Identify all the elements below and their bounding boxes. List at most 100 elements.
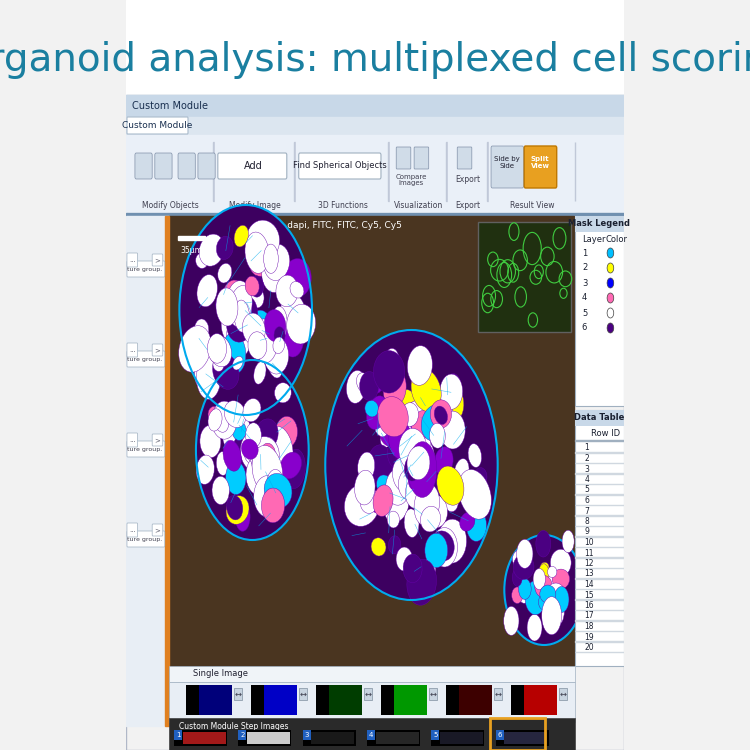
Bar	[303, 730, 310, 740]
Ellipse shape	[384, 490, 409, 523]
Text: 13: 13	[584, 569, 594, 578]
Ellipse shape	[227, 298, 256, 339]
Ellipse shape	[280, 293, 306, 332]
Bar	[296, 137, 389, 211]
Ellipse shape	[226, 496, 243, 520]
Ellipse shape	[262, 488, 285, 523]
Text: ↔: ↔	[429, 689, 436, 698]
Ellipse shape	[422, 464, 445, 496]
Ellipse shape	[251, 447, 266, 467]
Bar	[524, 685, 557, 715]
Ellipse shape	[344, 484, 380, 526]
Ellipse shape	[254, 362, 266, 384]
Ellipse shape	[246, 454, 273, 496]
FancyBboxPatch shape	[491, 146, 524, 188]
Ellipse shape	[208, 334, 226, 363]
Bar	[381, 685, 427, 715]
Text: ture group.: ture group.	[128, 358, 163, 362]
Ellipse shape	[274, 382, 291, 403]
FancyBboxPatch shape	[127, 351, 165, 367]
Text: 16: 16	[584, 601, 594, 610]
Ellipse shape	[267, 504, 279, 522]
Ellipse shape	[406, 436, 434, 478]
Ellipse shape	[434, 406, 448, 424]
FancyBboxPatch shape	[127, 117, 188, 134]
Ellipse shape	[518, 579, 530, 601]
Bar	[183, 732, 226, 744]
Bar	[126, 95, 624, 750]
Ellipse shape	[562, 530, 574, 553]
Text: Export: Export	[455, 202, 481, 211]
FancyBboxPatch shape	[178, 153, 195, 179]
FancyBboxPatch shape	[458, 147, 472, 169]
Ellipse shape	[380, 416, 400, 446]
FancyBboxPatch shape	[524, 146, 556, 188]
Ellipse shape	[410, 413, 422, 435]
Text: ↔: ↔	[364, 689, 371, 698]
Text: Split
View: Split View	[531, 155, 550, 169]
Ellipse shape	[406, 470, 419, 488]
Ellipse shape	[208, 406, 220, 422]
Ellipse shape	[399, 428, 427, 471]
Ellipse shape	[437, 519, 466, 563]
Text: 1: 1	[584, 443, 590, 452]
Ellipse shape	[264, 310, 286, 342]
Ellipse shape	[550, 596, 565, 626]
Ellipse shape	[252, 446, 283, 496]
Bar	[390, 137, 446, 211]
Text: Result View: Result View	[510, 202, 554, 211]
Bar	[429, 688, 436, 700]
Ellipse shape	[236, 503, 250, 531]
Ellipse shape	[209, 335, 232, 367]
Text: ↔: ↔	[299, 689, 306, 698]
Ellipse shape	[374, 417, 388, 436]
Ellipse shape	[200, 234, 224, 266]
Bar	[511, 685, 557, 715]
Ellipse shape	[440, 374, 463, 410]
Ellipse shape	[245, 232, 269, 273]
Text: 8: 8	[584, 517, 590, 526]
Ellipse shape	[267, 426, 293, 472]
Bar	[128, 137, 214, 211]
Ellipse shape	[368, 376, 382, 393]
Bar	[559, 688, 567, 700]
Bar	[329, 685, 362, 715]
Ellipse shape	[386, 472, 409, 504]
Ellipse shape	[399, 428, 426, 469]
Ellipse shape	[436, 382, 464, 422]
Ellipse shape	[246, 283, 258, 303]
Ellipse shape	[436, 466, 464, 506]
Text: 4: 4	[584, 475, 590, 484]
Bar	[238, 730, 246, 740]
Bar	[376, 732, 419, 744]
Ellipse shape	[412, 410, 435, 446]
Text: ture group.: ture group.	[128, 448, 163, 452]
FancyBboxPatch shape	[152, 524, 163, 536]
Ellipse shape	[239, 299, 251, 320]
Bar	[575, 410, 624, 426]
Ellipse shape	[513, 554, 534, 580]
Ellipse shape	[397, 415, 418, 446]
Text: 6: 6	[584, 496, 590, 505]
Text: 4: 4	[582, 293, 587, 302]
Ellipse shape	[211, 401, 237, 439]
Bar	[303, 730, 355, 746]
Ellipse shape	[213, 358, 223, 371]
Bar	[174, 730, 227, 746]
Bar	[496, 730, 549, 746]
Text: 2: 2	[584, 454, 590, 463]
Ellipse shape	[404, 438, 422, 472]
Ellipse shape	[401, 400, 416, 422]
Ellipse shape	[536, 530, 550, 557]
Ellipse shape	[388, 433, 416, 470]
Ellipse shape	[356, 373, 371, 393]
Ellipse shape	[263, 336, 289, 374]
Bar	[200, 685, 232, 715]
Ellipse shape	[242, 439, 258, 459]
Ellipse shape	[243, 398, 261, 422]
Ellipse shape	[217, 263, 232, 283]
Ellipse shape	[224, 400, 246, 427]
Bar	[165, 216, 169, 726]
Ellipse shape	[390, 405, 418, 458]
FancyBboxPatch shape	[152, 344, 163, 356]
